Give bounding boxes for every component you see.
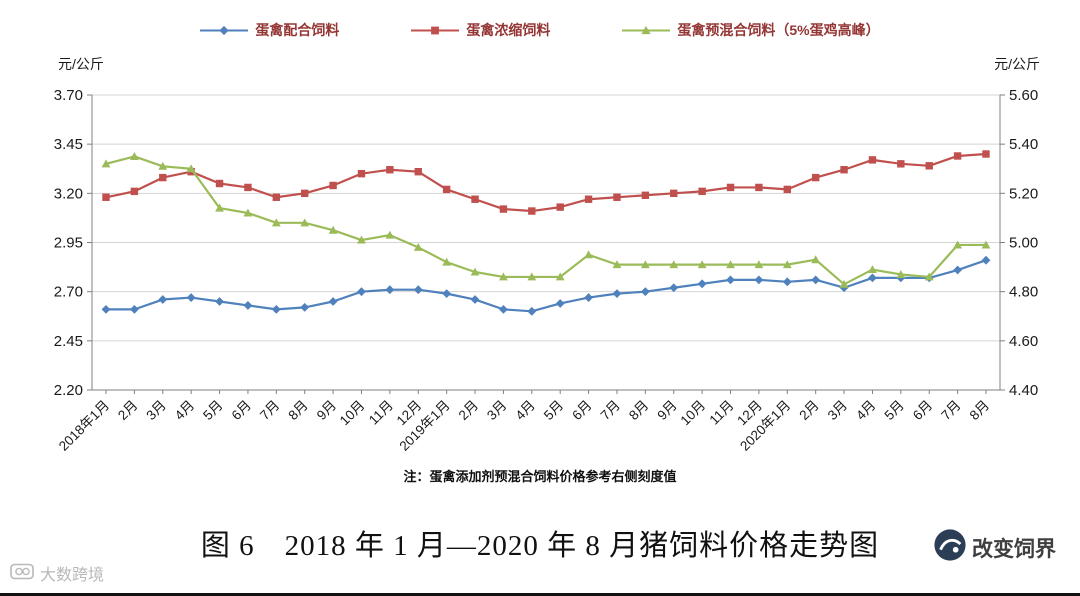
axis-labels: 2.20 2.45 2.70 2.95 3.20 3.45 3.70 4.40 4.60 4.80… (54, 87, 1038, 454)
svg-text:2月: 2月 (115, 398, 140, 423)
svg-text:5.00: 5.00 (1009, 235, 1038, 252)
chart-legend: 蛋禽配合饲料 蛋禽浓缩饲料 蛋禽预混合饲料（5%蛋鸡高峰） (0, 20, 1080, 40)
svg-text:6月: 6月 (569, 398, 594, 423)
svg-text:2月: 2月 (796, 398, 821, 423)
series-square (102, 150, 990, 215)
left-axis-unit-label: 元/公斤 (58, 56, 104, 72)
svg-text:9月: 9月 (314, 398, 339, 423)
legend-item-compound-feed: 蛋禽配合饲料 (200, 20, 339, 40)
svg-text:2.45: 2.45 (54, 333, 83, 350)
svg-text:4.80: 4.80 (1009, 284, 1038, 301)
svg-text:3月: 3月 (825, 398, 850, 423)
legend-item-premix-feed: 蛋禽预混合饲料（5%蛋鸡高峰） (622, 20, 880, 40)
legend-item-concentrate-feed: 蛋禽浓缩饲料 (411, 20, 550, 40)
svg-text:9月: 9月 (654, 398, 679, 423)
svg-text:5.60: 5.60 (1009, 87, 1038, 104)
price-line-chart: 2.20 2.45 2.70 2.95 3.20 3.45 3.70 4.40 4.60 4.80… (54, 87, 1038, 454)
svg-text:4月: 4月 (853, 398, 878, 423)
svg-text:7月: 7月 (938, 398, 963, 423)
svg-text:5月: 5月 (881, 398, 906, 423)
svg-text:5月: 5月 (541, 398, 566, 423)
svg-text:6月: 6月 (910, 398, 935, 423)
svg-text:4月: 4月 (172, 398, 197, 423)
grid-lines (92, 94, 1000, 391)
svg-text:5.20: 5.20 (1009, 185, 1038, 202)
svg-text:3月: 3月 (484, 398, 509, 423)
svg-text:2.95: 2.95 (54, 235, 83, 252)
svg-text:8月: 8月 (626, 398, 651, 423)
figure-caption: 图 6 2018 年 1 月—2020 年 8 月猪饲料价格走势图 (200, 530, 880, 562)
series-triangle (101, 152, 991, 288)
svg-text:2018年1月: 2018年1月 (56, 398, 112, 454)
svg-text:4.60: 4.60 (1009, 333, 1038, 350)
diamond-line-marker-icon (200, 24, 249, 37)
svg-text:3.70: 3.70 (54, 87, 83, 104)
watermark-right-text: 改变饲界 (972, 538, 1056, 561)
svg-text:5.40: 5.40 (1009, 136, 1038, 153)
chart-note: 注：蛋禽添加剂预混合饲料价格参考右侧刻度值 (403, 469, 677, 484)
svg-text:2.20: 2.20 (54, 382, 83, 399)
triangle-line-marker-icon (622, 24, 671, 37)
gaibiansijie-logo-icon (933, 528, 967, 568)
svg-text:10月: 10月 (337, 398, 368, 429)
legend-label: 蛋禽预混合饲料（5%蛋鸡高峰） (677, 22, 880, 38)
svg-text:11月: 11月 (707, 398, 737, 428)
svg-text:6月: 6月 (229, 398, 254, 423)
series-diamond (101, 255, 991, 316)
svg-text:4月: 4月 (512, 398, 537, 423)
svg-text:10月: 10月 (677, 398, 708, 429)
watermark-dashukuajing: 大数跨境 (10, 561, 104, 585)
svg-text:8月: 8月 (967, 398, 992, 423)
axes (87, 94, 1005, 394)
dashukuajing-logo-icon (10, 561, 34, 585)
legend-label: 蛋禽浓缩饲料 (466, 22, 551, 38)
svg-text:2月: 2月 (456, 398, 481, 423)
right-axis-unit-label: 元/公斤 (994, 56, 1040, 72)
watermark-left-text: 大数跨境 (40, 567, 105, 584)
svg-text:3月: 3月 (143, 398, 168, 423)
svg-text:7月: 7月 (257, 398, 282, 423)
watermark-gaibiansijie: 改变饲界 (933, 528, 1056, 568)
svg-text:3.20: 3.20 (54, 185, 83, 202)
svg-text:7月: 7月 (598, 398, 623, 423)
square-line-marker-icon (411, 24, 460, 37)
svg-text:8月: 8月 (285, 398, 310, 423)
svg-text:2.70: 2.70 (54, 284, 83, 301)
svg-text:4.40: 4.40 (1009, 382, 1038, 399)
legend-label: 蛋禽配合饲料 (255, 22, 340, 38)
svg-text:11月: 11月 (366, 398, 396, 428)
svg-text:5月: 5月 (200, 398, 225, 423)
svg-text:3.45: 3.45 (54, 136, 83, 153)
